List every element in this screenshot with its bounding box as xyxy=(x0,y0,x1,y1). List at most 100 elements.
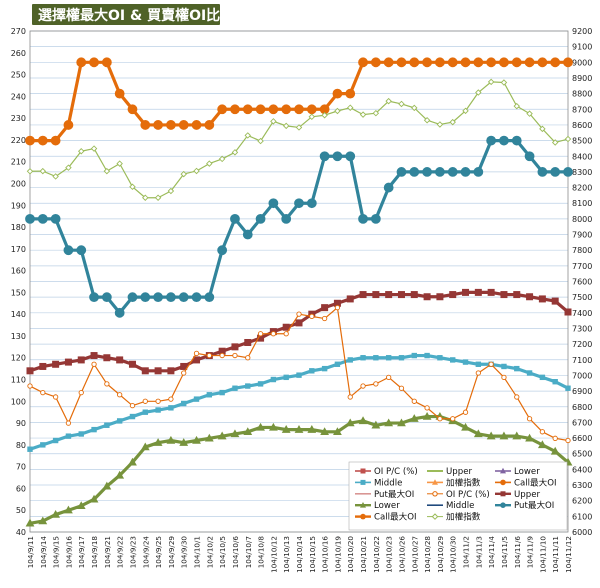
y-left-tick-label: 110 xyxy=(11,376,26,385)
data-point-call-max-oi xyxy=(191,120,202,130)
y-right-tick-label: 8400 xyxy=(572,152,592,161)
legend-label: Lower xyxy=(374,501,400,511)
data-point-lower xyxy=(397,418,406,427)
data-point-upper xyxy=(462,288,470,296)
x-tick-label: 104/10/5 xyxy=(218,536,227,568)
data-point-taiex xyxy=(321,111,328,119)
data-point-taiex xyxy=(129,183,136,191)
x-tick-label: 104/9/14 xyxy=(39,536,48,569)
data-point-middle xyxy=(245,383,251,389)
x-tick-label: 104/10/20 xyxy=(346,536,355,573)
data-point-lower xyxy=(153,438,163,446)
x-tick-label: 104/10/16 xyxy=(321,536,330,573)
data-point-middle xyxy=(334,361,341,367)
data-point-oi-pc-ratio xyxy=(78,389,84,396)
y-right-tick-label: 8900 xyxy=(572,74,592,83)
data-point-oi-pc-ratio xyxy=(283,331,289,337)
data-point-oi-pc-ratio xyxy=(411,398,417,404)
data-point-lower xyxy=(550,446,560,455)
x-tick-label: 104/10/12 xyxy=(269,536,278,573)
legend-item: Upper xyxy=(495,490,540,500)
data-point-taiex xyxy=(411,104,418,112)
data-point-upper xyxy=(397,291,405,299)
y-left-tick-label: 60 xyxy=(16,484,26,493)
data-point-taiex xyxy=(270,118,277,125)
data-point-lower xyxy=(358,416,368,425)
data-point-taiex xyxy=(359,111,367,118)
data-point-middle xyxy=(565,385,571,391)
data-point-put-max-oi xyxy=(127,292,138,303)
y-right-tick-label: 6400 xyxy=(572,465,592,474)
x-tick-label: 104/10/26 xyxy=(397,536,406,573)
data-point-oi-pc-ratio xyxy=(398,385,405,391)
legend-item: OI P/C (%) xyxy=(427,490,490,500)
y-right-tick-label: 7500 xyxy=(572,293,592,302)
x-tick-label: 104/11/12 xyxy=(564,536,573,573)
x-tick-label: 104/10/22 xyxy=(372,536,381,573)
data-point-upper xyxy=(116,356,124,364)
data-point-put-max-oi xyxy=(550,167,561,177)
legend-item: 加權指數 xyxy=(427,511,481,523)
data-point-call-max-oi xyxy=(537,57,548,68)
data-point-upper xyxy=(372,291,380,299)
data-point-call-max-oi xyxy=(127,104,138,115)
data-point-taiex xyxy=(52,173,59,180)
data-point-oi-pc-ratio xyxy=(155,398,161,404)
y-right-tick-label: 9200 xyxy=(572,27,592,36)
data-point-oi-pc-ratio xyxy=(232,352,238,359)
legend-item: OI P/C (%) xyxy=(355,467,418,477)
data-point-upper xyxy=(257,334,265,342)
data-point-oi-pc-ratio xyxy=(488,361,494,367)
data-point-oi-pc-ratio xyxy=(424,405,430,411)
data-point-taiex xyxy=(65,164,72,171)
y-left-tick-label: 160 xyxy=(11,267,26,276)
data-point-call-max-oi xyxy=(447,57,458,68)
data-point-taiex xyxy=(90,145,98,152)
data-point-put-max-oi xyxy=(25,213,35,224)
legend-label: OI P/C (%) xyxy=(446,490,490,500)
data-point-lower xyxy=(525,433,534,442)
series-layer xyxy=(25,57,573,527)
data-point-lower xyxy=(166,435,176,444)
data-point-call-max-oi xyxy=(460,57,471,68)
data-point-put-max-oi xyxy=(511,135,522,146)
data-point-upper xyxy=(321,304,329,312)
data-point-call-max-oi xyxy=(550,57,561,68)
legend-item: Upper xyxy=(427,467,472,477)
data-point-put-max-oi xyxy=(178,292,189,303)
data-point-call-max-oi xyxy=(230,104,240,115)
data-point-upper xyxy=(449,291,457,299)
data-point-put-max-oi xyxy=(217,245,228,256)
data-point-oi-pc-ratio xyxy=(501,374,507,380)
y-right-tick-label: 6600 xyxy=(572,434,592,443)
y-left-tick-label: 50 xyxy=(16,506,26,515)
data-point-put-max-oi xyxy=(332,151,343,162)
data-point-put-max-oi xyxy=(370,213,381,224)
data-point-taiex xyxy=(385,97,392,105)
legend-label: Lower xyxy=(514,467,540,477)
data-point-lower xyxy=(192,435,201,444)
data-point-upper xyxy=(538,295,546,303)
data-point-put-max-oi xyxy=(422,167,432,177)
legend-item: Lower xyxy=(495,467,540,477)
y-right-tick-label: 7600 xyxy=(572,278,592,287)
series-upper xyxy=(26,288,572,375)
data-point-middle xyxy=(232,385,238,391)
data-point-lower xyxy=(140,442,150,451)
x-tick-label: 104/10/1 xyxy=(193,536,202,568)
y-right-tick-label: 7100 xyxy=(572,356,592,365)
data-point-put-max-oi xyxy=(140,292,151,303)
chart-title: 選擇權最大OI & 買賣權OI比 xyxy=(32,4,220,25)
data-point-lower xyxy=(230,429,240,438)
data-point-upper xyxy=(39,362,47,370)
data-point-lower xyxy=(243,427,253,435)
data-point-put-max-oi xyxy=(460,167,471,177)
legend-item: Put最大OI xyxy=(355,488,414,500)
legend-marker xyxy=(360,513,366,520)
data-point-lower xyxy=(179,438,189,446)
data-point-lower xyxy=(345,418,355,427)
legend-marker xyxy=(431,513,439,520)
data-point-taiex xyxy=(295,124,303,131)
data-point-lower xyxy=(307,425,317,433)
